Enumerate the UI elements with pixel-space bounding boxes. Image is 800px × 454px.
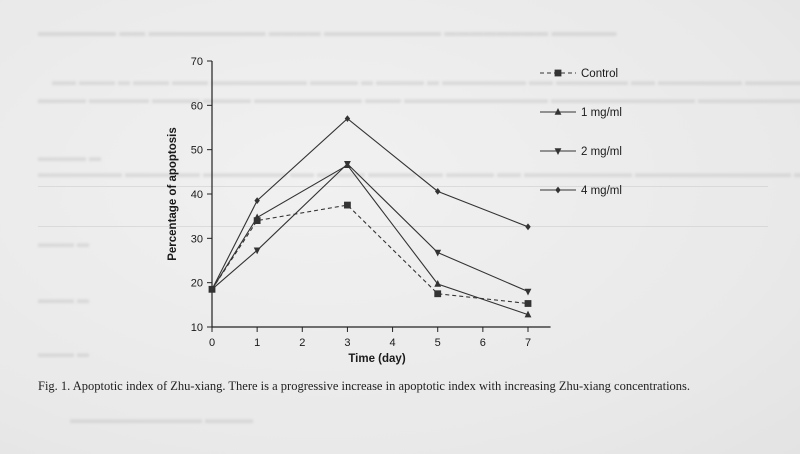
triangle-down-marker <box>253 247 261 255</box>
triangle-down-marker <box>554 148 562 155</box>
series-line <box>211 204 529 305</box>
bleed-through-text: ▬▬▬▬ ▬ <box>38 150 101 164</box>
y-tick-label: 40 <box>191 189 203 201</box>
series-line <box>211 117 529 290</box>
legend-label: Control <box>581 68 618 80</box>
triangle-down-marker <box>434 249 442 257</box>
legend-label: 4 mg/ml <box>581 185 622 197</box>
legend-item: 4 mg/ml <box>540 185 622 197</box>
diamond-marker <box>254 197 260 205</box>
bleed-through-text: ▬▬▬ ▬ <box>38 236 89 250</box>
bleed-through-text: ▬▬▬▬▬▬ ▬▬ ▬▬▬▬▬▬▬▬▬ ▬▬▬▬ ▬▬▬▬▬▬▬▬▬ ▬▬▬▬▬… <box>38 24 617 39</box>
x-tick-label: 4 <box>390 337 396 349</box>
legend-label: 1 mg/ml <box>581 107 622 119</box>
legend-item: 1 mg/ml <box>540 107 622 119</box>
square-marker <box>434 290 442 298</box>
series-2 <box>208 161 532 296</box>
x-tick-label: 6 <box>480 337 486 349</box>
bleed-through-text: ▬▬▬ ▬ <box>38 292 89 306</box>
y-tick-label: 50 <box>191 145 203 157</box>
series-line <box>211 164 529 316</box>
triangle-down-marker <box>524 288 532 296</box>
square-marker <box>524 300 532 307</box>
x-tick-label: 1 <box>254 337 260 349</box>
square-marker <box>253 217 261 224</box>
bleed-through-rule <box>38 186 768 187</box>
x-axis-label: Time (day) <box>348 353 405 365</box>
bleed-through-text: ▬▬▬▬▬▬▬ ▬▬▬▬ ▬▬ ▬▬▬▬▬▬▬ ▬▬ ▬▬▬▬ ▬▬▬▬ ▬▬ … <box>38 166 800 180</box>
x-tick-label: 7 <box>525 337 531 349</box>
x-tick-label: 0 <box>209 337 215 349</box>
square-marker <box>344 201 351 209</box>
diamond-marker <box>344 115 351 123</box>
series-1 <box>208 161 532 318</box>
square-marker <box>554 69 562 77</box>
bleed-through-rule <box>38 226 768 227</box>
figure-caption: Fig. 1. Apoptotic index of Zhu-xiang. Th… <box>38 379 691 393</box>
diamond-marker <box>209 285 215 293</box>
diamond-marker <box>555 186 561 194</box>
diamond-marker <box>434 187 441 195</box>
y-tick-label: 60 <box>191 100 203 112</box>
y-tick-label: 30 <box>191 233 203 245</box>
series-3 <box>209 115 531 293</box>
triangle-up-marker <box>253 213 261 221</box>
x-tick-label: 3 <box>344 337 350 349</box>
x-tick-label: 5 <box>435 337 441 349</box>
bleed-through-text: ▬▬▬▬ ▬▬▬▬▬ ▬▬▬▬ ▬▬▬▬ ▬▬▬▬▬▬▬▬▬ ▬▬▬ ▬▬▬▬▬… <box>38 92 800 106</box>
diamond-marker <box>525 223 531 231</box>
chart-series <box>208 115 532 318</box>
triangle-up-marker <box>524 310 532 318</box>
bleed-through-text: ▬▬ ▬▬▬ ▬ ▬▬▬ ▬▬▬ ▬▬▬▬▬▬▬▬ ▬▬▬▬ ▬ ▬▬▬▬ ▬ … <box>52 74 800 88</box>
triangle-up-marker <box>554 108 562 115</box>
y-tick-label: 10 <box>191 322 203 334</box>
legend-label: 2 mg/ml <box>581 146 622 158</box>
bleed-through-text: ▬▬▬ ▬ <box>38 346 89 360</box>
chart-ticks: 10 20 30 40 50 60 70 0 1 2 3 4 5 6 7 <box>191 56 531 349</box>
chart-legend: Control 1 mg/ml 2 mg/ml 4 mg/ml <box>540 68 622 197</box>
y-axis-label: Percentage of apoptosis <box>167 127 179 261</box>
chart-axes <box>211 61 551 328</box>
bleed-through-text: ▬▬▬▬▬▬▬▬▬▬▬ ▬▬▬▬ <box>70 412 253 426</box>
x-tick-label: 2 <box>299 337 305 349</box>
triangle-up-marker <box>434 279 442 287</box>
y-tick-label: 70 <box>191 56 203 68</box>
triangle-down-marker <box>344 161 351 168</box>
legend-item: 2 mg/ml <box>540 146 622 158</box>
legend-item: Control <box>540 68 618 80</box>
y-tick-label: 20 <box>191 278 203 290</box>
